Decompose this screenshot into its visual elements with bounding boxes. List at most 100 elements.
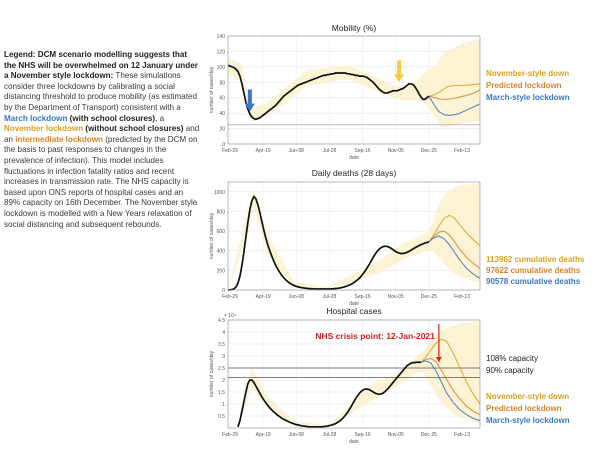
hospital-chart: Hospital cases 0.5 1 1.5 2 2.5 3 3.5 4 4.5 Feb-29 A… [209, 306, 570, 445]
hospital-observed-line [237, 361, 421, 428]
mobility-y-tick: 40 [219, 111, 225, 117]
hospital-y-tick: 3 [222, 354, 225, 360]
hospital-x-tick: Sep-16 [355, 432, 371, 438]
mobility-scenario-line [428, 95, 481, 117]
hospital-legend-entry: November-style down [486, 392, 569, 401]
deaths-scenario-line [428, 214, 481, 247]
hospital-x-tick: Nov-05 [388, 432, 404, 438]
mobility-x-tick: Apr-19 [256, 148, 271, 154]
hospital-title: Hospital cases [326, 306, 381, 316]
mobility-x-tick: Jul-28 [323, 148, 337, 154]
hospital-x-tick: Jul-28 [323, 432, 337, 438]
mobility-legend-entry: November-style down [486, 69, 569, 78]
legend-text: Legend: DCM scenario modelling suggests … [4, 50, 200, 230]
hospital-scenario-line [420, 338, 481, 405]
mobility-observed-line [227, 64, 430, 121]
deaths-ylabel: number of cases/day [209, 212, 215, 259]
mobility-x-tick: Dec-25 [421, 148, 437, 154]
hospital-confidence-band [237, 320, 480, 428]
deaths-x-tick: Sep-16 [355, 294, 371, 300]
hospital-scenario-line [420, 357, 481, 416]
mobility-y-tick: 100 [217, 65, 226, 71]
hospital-y-tick: 2.5 [218, 366, 225, 372]
hospital-plot-frame [227, 319, 481, 429]
hospital-y-tick: 2 [222, 378, 225, 384]
hospital-scenario-line [420, 360, 481, 422]
mobility-legend-entry: March-style lockdown [486, 93, 570, 102]
deaths-x-tick: Dec-25 [421, 294, 437, 300]
mobility-y-tick: 120 [217, 49, 226, 55]
november-note: (without school closures) [85, 124, 184, 134]
mobility-scenario-line [428, 89, 481, 100]
mobility-scenario-line [428, 83, 481, 97]
hospital-x-tick: Apr-19 [256, 432, 271, 438]
hospital-y-tick: 1.5 [218, 390, 225, 396]
hospital-x-tick: Dec-25 [421, 432, 437, 438]
deaths-x-tick: Jun-08 [289, 294, 305, 300]
mobility-y-tick: 140 [217, 34, 226, 40]
mobility-y-tick: 80 [219, 80, 225, 86]
deaths-plot-frame [227, 181, 481, 291]
march-arrow-head [244, 103, 255, 112]
hospital-y-tick: 3.5 [218, 342, 225, 348]
deaths-y-tick: 600 [217, 229, 226, 235]
hospital-legend-entry: Predicted lockdown [486, 404, 562, 413]
deaths-y-tick: 200 [217, 268, 226, 274]
deaths-x-tick: Apr-19 [256, 294, 271, 300]
deaths-chart: Daily deaths (28 days) 0 200 400 600 800 1000 F… [209, 168, 585, 307]
mobility-x-tick: Feb-29 [222, 148, 238, 154]
deaths-legend-entry: 97622 cumulative deaths [486, 266, 581, 275]
intermediate-lockdown-label: intermediate lockdown [15, 134, 103, 144]
deaths-y-tick: 0 [222, 288, 225, 294]
deaths-xlabel: date [349, 301, 359, 307]
deaths-y-tick: 400 [217, 249, 226, 255]
hospital-y-tick: 4 [222, 330, 225, 336]
mobility-title: Mobility (%) [332, 23, 377, 33]
legend-label: Legend: [4, 50, 36, 59]
deaths-legend-entry: 90578 cumulative deaths [486, 277, 581, 286]
november-arrow-head [394, 74, 405, 83]
mobility-x-tick: Jun-08 [289, 148, 305, 154]
mobility-x-tick: Feb-13 [454, 148, 470, 154]
hospital-x-tick: Feb-29 [222, 432, 238, 438]
mobility-legend-entry: Predicted lockdown [486, 81, 562, 90]
deaths-x-tick: Nov-05 [388, 294, 404, 300]
hospital-x-tick: Jun-08 [289, 432, 305, 438]
hospital-y-tick: 1 [222, 402, 225, 408]
hospital-ylabel: number of cases/day [209, 350, 215, 397]
hospital-legend-entry: March-style lockdown [486, 416, 570, 425]
hospital-x-tick: Feb-13 [454, 432, 470, 438]
deaths-scenario-line [428, 230, 481, 269]
mobility-ylabel: number of cases/day [209, 66, 215, 113]
deaths-confidence-band [228, 182, 480, 290]
march-lockdown-label: March lockdown [4, 113, 68, 123]
hospital-capacity-label: 90% capacity [486, 366, 534, 375]
legend-sep: , a [155, 113, 165, 123]
deaths-y-tick: 800 [217, 209, 226, 215]
mobility-x-tick: Nov-05 [388, 148, 404, 154]
legend-p1: These simulations consider three lockdow… [4, 71, 198, 112]
deaths-scenario-line [428, 235, 481, 279]
legend-p2: (predicted by the DCM on the basis to pa… [4, 134, 198, 229]
mobility-y-tick: 60 [219, 96, 225, 102]
deaths-x-tick: Jul-28 [323, 294, 337, 300]
hospital-y-tick: 4.5 [218, 318, 225, 324]
november-arrow [397, 60, 402, 76]
deaths-x-tick: Feb-29 [222, 294, 238, 300]
march-arrow [247, 89, 252, 105]
mobility-chart: Mobility (%) 0 20 40 60 80 100 120 140 Feb-29 Apr-… [209, 23, 570, 161]
deaths-x-tick: Feb-13 [454, 294, 470, 300]
legend-headline: DCM scenario modelling suggests that the… [4, 50, 198, 81]
mobility-y-tick: 0 [222, 142, 225, 148]
mobility-plot-frame [227, 35, 481, 145]
deaths-title: Daily deaths (28 days) [312, 168, 397, 178]
deaths-legend-entry: 113962 cumulative deaths [486, 255, 585, 264]
legend-and: and an [4, 124, 200, 144]
crisis-annotation: NHS crisis point: 12-Jan-2021 [315, 331, 435, 341]
march-note: (with school closures) [69, 113, 156, 123]
hospital-xlabel: date [349, 439, 359, 445]
mobility-xlabel: date [349, 155, 359, 161]
crisis-marker-arrowhead [435, 357, 442, 362]
hospital-capacity-label: 108% capacity [486, 354, 538, 363]
